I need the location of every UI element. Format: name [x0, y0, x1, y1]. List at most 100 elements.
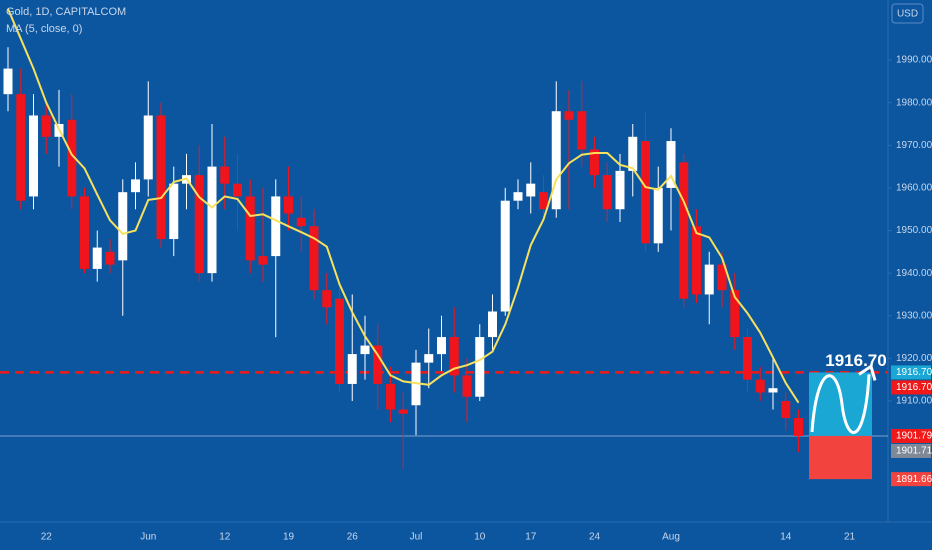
target-annotation: 1916.70 — [825, 351, 886, 370]
x-tick-label: 14 — [780, 532, 792, 543]
candle-body — [488, 311, 497, 338]
candle-body — [118, 192, 128, 261]
price-tag — [891, 472, 931, 487]
price-tag — [891, 428, 931, 443]
candle-body — [347, 354, 357, 384]
candle-body — [564, 111, 574, 120]
candle-body — [131, 179, 140, 193]
x-tick-label: 19 — [283, 532, 295, 543]
candle-body — [386, 383, 395, 410]
candle-body — [41, 115, 51, 137]
candle-body — [679, 162, 689, 299]
price-tag-label: 1916.70 — [896, 367, 932, 378]
candle-body — [398, 409, 408, 414]
legend-entry: MA (5, close, 0) — [6, 23, 82, 35]
candle-body — [513, 192, 523, 201]
candle-body — [143, 115, 153, 180]
price-tag-label: 1916.70 — [896, 382, 932, 393]
y-tick-label: 1950.00 — [896, 225, 932, 236]
currency[interactable]: USD — [897, 9, 918, 20]
moving-average-line — [7, 8, 800, 404]
y-tick-label: 1920.00 — [896, 353, 932, 364]
candle-body — [309, 226, 319, 291]
y-tick-label: 1990.00 — [896, 55, 932, 66]
price-tag-label: 1901.79 — [896, 431, 932, 442]
y-tick-label: 1910.00 — [896, 396, 932, 407]
x-tick-label: Aug — [662, 532, 680, 543]
candle-body — [577, 111, 587, 150]
x-tick-label: 24 — [589, 532, 601, 543]
candle-body — [500, 200, 510, 312]
chart-title: Gold, 1D, CAPITALCOM — [6, 6, 126, 18]
candle-body — [641, 141, 650, 244]
candle-body — [360, 345, 370, 355]
candle-body — [233, 183, 242, 197]
candle-body — [424, 354, 434, 363]
candle-body — [220, 166, 230, 184]
candle-body — [271, 196, 281, 257]
x-tick-label: Jul — [410, 532, 423, 543]
candle-body — [29, 115, 38, 197]
candle-body — [169, 183, 179, 240]
y-tick-label: 1970.00 — [896, 140, 932, 151]
candle-body — [3, 68, 13, 95]
candle-body — [551, 111, 561, 210]
loss-zone — [809, 435, 872, 480]
price-tag — [891, 443, 931, 458]
candle-body — [105, 251, 115, 265]
candle-body — [462, 375, 472, 397]
candle-body — [437, 337, 446, 355]
candle-body — [692, 226, 701, 295]
candle-body — [743, 337, 752, 380]
candle-body — [80, 196, 89, 269]
candle-body — [207, 166, 217, 274]
price-tag — [891, 365, 931, 380]
wave-arrow — [810, 374, 871, 435]
candle-body — [590, 149, 599, 176]
x-tick-label: 21 — [844, 532, 856, 543]
candle-body — [526, 183, 536, 197]
candle-body — [16, 94, 26, 201]
candle-body — [322, 290, 332, 308]
candle-body — [335, 298, 344, 384]
arrow-head — [858, 364, 877, 381]
currency-button[interactable] — [891, 3, 924, 24]
x-tick-label: Jun — [140, 532, 156, 543]
candle-body — [768, 388, 778, 393]
candle-body — [449, 337, 459, 376]
x-tick-label: 17 — [525, 532, 537, 543]
x-tick-label: 12 — [219, 532, 231, 543]
candle-body — [602, 175, 612, 210]
candle-body — [615, 170, 625, 210]
y-tick-label: 1930.00 — [896, 310, 932, 321]
price-tag — [891, 380, 931, 395]
x-tick-label: 10 — [474, 532, 486, 543]
candle-body — [755, 379, 765, 393]
x-tick-label: 22 — [41, 532, 53, 543]
candle-body — [156, 115, 166, 240]
candle-body — [717, 264, 727, 291]
y-tick-label: 1980.00 — [896, 97, 932, 108]
candle-body — [245, 196, 255, 261]
price-tag-label: 1901.71 — [896, 446, 932, 457]
candle-body — [92, 247, 102, 269]
candle-body — [296, 217, 306, 227]
candle-body — [666, 141, 676, 188]
candle-body — [475, 337, 485, 397]
candle-body — [653, 187, 663, 244]
candle-body — [539, 192, 548, 210]
candle-body — [628, 136, 638, 171]
plot — [0, 8, 888, 480]
candle-body — [781, 400, 791, 419]
candle-body — [704, 264, 714, 295]
candle-body — [794, 418, 803, 436]
candle-body — [67, 119, 77, 197]
y-tick-label: 1940.00 — [896, 268, 932, 279]
y-tick-label: 1960.00 — [896, 183, 932, 194]
candle-body — [730, 290, 740, 338]
candle-body — [194, 175, 204, 274]
candle-body — [284, 196, 293, 214]
